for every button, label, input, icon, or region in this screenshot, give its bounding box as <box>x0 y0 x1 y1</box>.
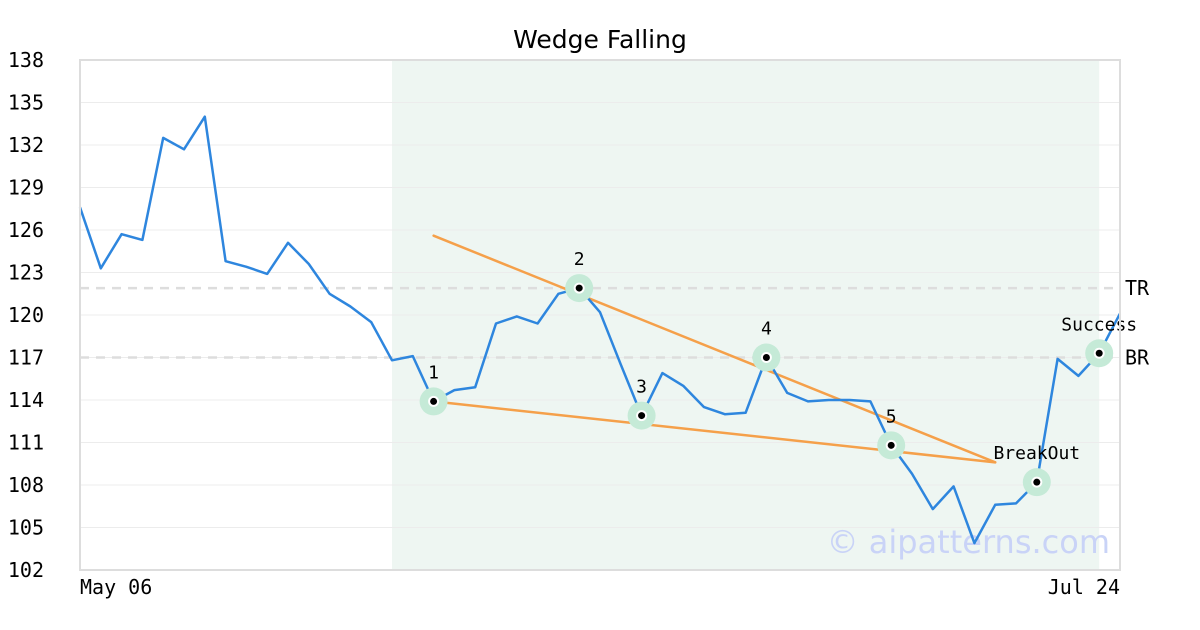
y-tick-label: 105 <box>8 516 44 540</box>
marker-label: 3 <box>636 377 647 398</box>
marker-dot <box>1033 478 1041 486</box>
marker-dot <box>575 284 583 292</box>
x-tick-label: May 06 <box>80 575 152 599</box>
gridlines <box>80 102 1120 528</box>
marker-label: 4 <box>761 319 772 340</box>
chart-title: Wedge Falling <box>513 25 687 54</box>
y-tick-label: 135 <box>8 91 44 115</box>
x-tick-label: Jul 24 <box>1048 575 1120 599</box>
reference-lines <box>80 286 1118 359</box>
pattern-markers: 1 2 3 4 5 BreakOut Success <box>419 249 1137 497</box>
plot-frame <box>79 59 1121 571</box>
y-tick-label: 117 <box>8 346 44 370</box>
marker-label: 2 <box>574 249 585 270</box>
marker-label: 1 <box>428 362 439 383</box>
y-tick-label: 126 <box>8 218 44 242</box>
y-tick-label: 132 <box>8 133 44 157</box>
x-axis-ticks: May 06 Jul 24 <box>80 575 1120 599</box>
marker-label: Success <box>1061 314 1137 335</box>
price-series <box>78 115 1122 545</box>
y-tick-label: 129 <box>8 176 44 200</box>
y-tick-label: 123 <box>8 261 44 285</box>
y-tick-label: 102 <box>8 558 44 582</box>
marker-label: 5 <box>886 406 897 427</box>
y-tick-label: 138 <box>8 48 44 72</box>
price-line <box>78 115 1122 545</box>
y-tick-label: 120 <box>8 303 44 327</box>
marker-dot <box>887 441 895 449</box>
marker-dot <box>430 397 438 405</box>
marker-dot <box>1095 349 1103 357</box>
marker-dot <box>762 354 770 361</box>
y-tick-label: 108 <box>8 473 44 497</box>
reference-labels: TR BR <box>1125 276 1150 369</box>
marker-label: BreakOut <box>993 443 1080 464</box>
reference-label-br: BR <box>1125 346 1150 370</box>
y-tick-label: 114 <box>8 388 44 412</box>
upper-trendline <box>432 234 997 464</box>
y-tick-label: 111 <box>8 431 44 455</box>
y-axis-ticks: 102 105 108 111 114 117 120 123 126 129 132 135 138 <box>8 48 44 582</box>
marker-dot <box>638 412 646 420</box>
reference-label-tr: TR <box>1125 276 1150 300</box>
